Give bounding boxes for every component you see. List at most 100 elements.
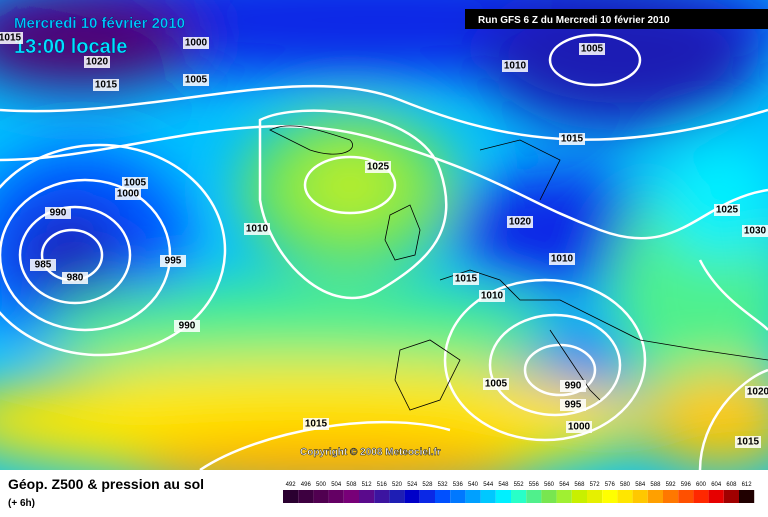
level-label: 612 bbox=[742, 482, 753, 488]
isobar-label-bg bbox=[174, 320, 200, 332]
color-swatch bbox=[450, 490, 466, 503]
isobar-label: 990 bbox=[50, 208, 67, 219]
isobar-label-bg bbox=[560, 380, 586, 392]
isobar-label: 1000 bbox=[117, 189, 140, 200]
isobar-label: 1005 bbox=[581, 44, 604, 55]
level-label: 592 bbox=[666, 482, 677, 488]
level-label: 552 bbox=[514, 482, 525, 488]
level-label: 532 bbox=[438, 482, 449, 488]
color-scale: 492 496 500 504 508 512 516 520 524 528 532 536 540 5… bbox=[283, 482, 755, 503]
isobar-label: 1025 bbox=[367, 162, 390, 173]
isobar-label: 1015 bbox=[95, 80, 118, 91]
level-label: 576 bbox=[605, 482, 616, 488]
color-swatch bbox=[541, 490, 557, 503]
isobar-label: 995 bbox=[165, 256, 182, 267]
coastlines bbox=[269, 125, 768, 411]
time: 13:00 locale bbox=[14, 36, 127, 58]
isobar-label-bg bbox=[30, 259, 56, 271]
color-swatch bbox=[739, 490, 755, 503]
isobar-label: 1005 bbox=[124, 178, 147, 189]
level-label: 540 bbox=[468, 482, 479, 488]
isobar-label-bg bbox=[549, 253, 575, 265]
isobar-label-bg bbox=[742, 225, 768, 237]
isobar-label: 1015 bbox=[737, 437, 760, 448]
color-swatch bbox=[647, 490, 663, 503]
isobar-label: 1020 bbox=[86, 57, 109, 68]
color-swatch bbox=[480, 490, 496, 503]
level-label: 580 bbox=[620, 482, 631, 488]
isobar-label-bg bbox=[453, 273, 479, 285]
color-swatch bbox=[556, 490, 572, 503]
isobar-label-bg bbox=[45, 207, 71, 219]
level-label: 548 bbox=[498, 482, 509, 488]
isobar-label: 1015 bbox=[455, 274, 478, 285]
isobar-label: 1015 bbox=[0, 33, 22, 44]
level-label: 596 bbox=[681, 482, 692, 488]
isobar-label-bg bbox=[735, 436, 761, 448]
isobar-label-bg bbox=[303, 418, 329, 430]
level-label: 508 bbox=[346, 482, 357, 488]
color-swatch bbox=[723, 490, 739, 503]
color-swatch bbox=[571, 490, 587, 503]
isobar-labels: 1015102010001005101510101005101510051000… bbox=[0, 32, 768, 448]
level-label: 588 bbox=[650, 482, 661, 488]
isobar-label: 985 bbox=[35, 260, 52, 271]
isobar-label: 1015 bbox=[305, 419, 328, 430]
field bbox=[0, 0, 768, 470]
isobar-label-bg bbox=[714, 204, 740, 216]
isobar-label: 995 bbox=[565, 400, 582, 411]
isobar-label: 1020 bbox=[509, 217, 532, 228]
isobar-label-bg bbox=[244, 223, 270, 235]
isobar-label-bg bbox=[566, 421, 592, 433]
isobar-label-bg bbox=[115, 188, 141, 200]
level-label: 584 bbox=[635, 482, 646, 488]
color-swatch bbox=[283, 490, 299, 503]
color-swatch bbox=[587, 490, 603, 503]
color-swatch bbox=[298, 490, 314, 503]
isobar-label: 1005 bbox=[485, 379, 508, 390]
isobar-label: 1030 bbox=[744, 226, 767, 237]
isobar-label: 980 bbox=[67, 273, 84, 284]
isobar-label-bg bbox=[93, 79, 119, 91]
level-label: 564 bbox=[559, 482, 570, 488]
isobar-label: 1025 bbox=[716, 205, 739, 216]
isobar-lines bbox=[0, 33, 768, 470]
color-swatch bbox=[343, 490, 359, 503]
isobar-label: 1010 bbox=[246, 224, 269, 235]
isobar-label: 1015 bbox=[561, 134, 584, 145]
color-swatch bbox=[708, 490, 724, 503]
color-swatch bbox=[435, 490, 451, 503]
level-label: 604 bbox=[711, 482, 722, 488]
level-label: 568 bbox=[574, 482, 585, 488]
level-label: 572 bbox=[590, 482, 601, 488]
isobar-label: 1020 bbox=[747, 387, 768, 398]
isobar-label-bg bbox=[62, 272, 88, 284]
isobar-label-bg bbox=[0, 32, 23, 44]
level-label: 556 bbox=[529, 482, 540, 488]
level-label: 516 bbox=[377, 482, 388, 488]
isobar-label-bg bbox=[479, 290, 505, 302]
isobar-label-bg bbox=[507, 216, 533, 228]
color-swatch bbox=[678, 490, 694, 503]
color-swatch bbox=[526, 490, 542, 503]
color-swatch bbox=[693, 490, 709, 503]
isobar-label-bg bbox=[483, 378, 509, 390]
level-label: 560 bbox=[544, 482, 555, 488]
isobar-label-bg bbox=[365, 161, 391, 173]
color-swatch bbox=[374, 490, 390, 503]
color-swatch bbox=[663, 490, 679, 503]
color-swatch bbox=[328, 490, 344, 503]
color-swatch bbox=[389, 490, 405, 503]
color-swatch bbox=[359, 490, 375, 503]
legend-lead: (+ 6h) bbox=[8, 498, 35, 509]
isobar-label-bg bbox=[183, 37, 209, 49]
isobar-label-bg bbox=[122, 177, 148, 189]
color-swatch bbox=[511, 490, 527, 503]
color-swatch bbox=[313, 490, 329, 503]
copyright: Copyright © 2008 Meteociel.fr bbox=[300, 447, 441, 458]
level-label: 528 bbox=[422, 482, 433, 488]
level-label: 536 bbox=[453, 482, 464, 488]
level-label: 600 bbox=[696, 482, 707, 488]
level-label: 512 bbox=[362, 482, 373, 488]
